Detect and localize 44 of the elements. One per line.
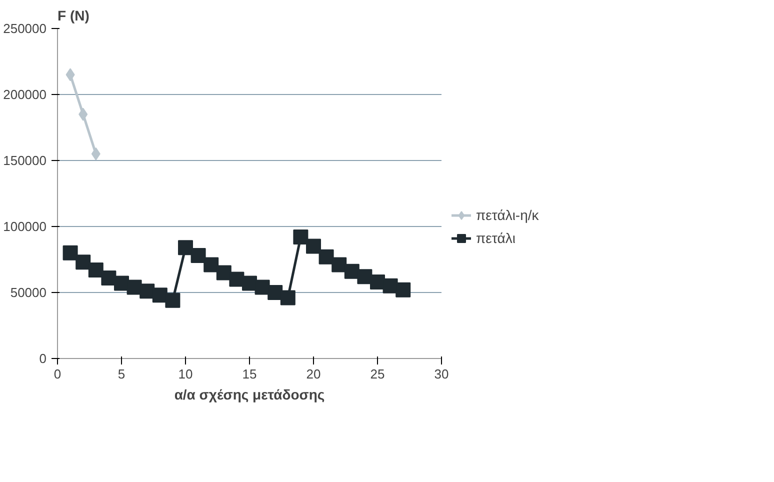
x-tick-label: 25 <box>370 366 385 382</box>
y-tick-label: 0 <box>39 351 47 366</box>
legend-label: πετάλι <box>476 230 516 246</box>
y-tick-label: 250000 <box>3 21 47 36</box>
y-tick-label: 50000 <box>10 285 47 300</box>
x-tick-label: 10 <box>178 366 193 382</box>
point <box>216 265 232 280</box>
point <box>332 257 347 272</box>
point <box>76 254 91 270</box>
point <box>101 270 116 286</box>
y-tick-label: 200000 <box>3 87 47 102</box>
x-tick-label: 5 <box>118 366 126 382</box>
legend-label: πετάλι-η/κ <box>476 207 539 223</box>
point <box>165 292 180 308</box>
point <box>229 272 244 287</box>
y-tick-label: 150000 <box>3 153 47 168</box>
point <box>242 276 257 291</box>
point <box>114 276 129 291</box>
point <box>293 230 308 245</box>
point <box>88 262 104 278</box>
x-tick-label: 15 <box>242 366 257 382</box>
point <box>91 147 100 160</box>
point <box>370 274 385 290</box>
x-tick-label: 20 <box>306 366 321 382</box>
point <box>78 108 88 121</box>
point <box>178 240 193 256</box>
point <box>268 285 283 300</box>
point <box>280 290 296 306</box>
point <box>306 238 321 254</box>
point <box>318 249 334 264</box>
point <box>204 257 219 272</box>
point <box>140 284 155 299</box>
y-axis-title: F (N) <box>58 8 90 24</box>
x-tick-label: 30 <box>434 366 449 382</box>
point <box>152 288 168 303</box>
point <box>357 269 372 284</box>
x-axis-title: α/α σχέσης μετάδοσης <box>174 386 325 402</box>
point <box>254 280 270 295</box>
point <box>396 282 411 298</box>
y-tick-label: 100000 <box>3 219 47 234</box>
point <box>62 245 78 260</box>
point <box>190 248 206 264</box>
point <box>66 68 75 82</box>
x-tick-label: 0 <box>54 366 62 382</box>
